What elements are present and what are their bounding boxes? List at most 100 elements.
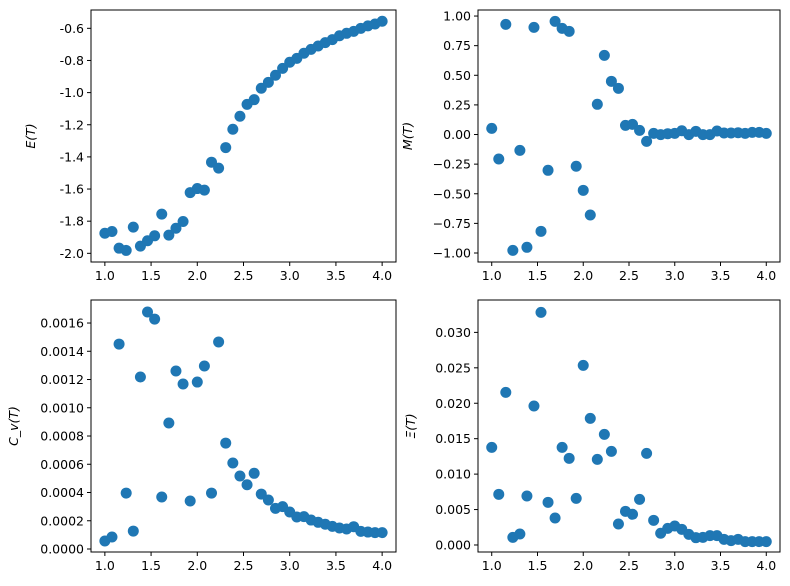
x-tick-label: 1.5 <box>141 558 161 573</box>
x-tick-label: 4.0 <box>372 558 392 573</box>
x-tick-label: 1.5 <box>528 268 548 283</box>
y-tick-label: 0.010 <box>435 467 471 482</box>
data-point <box>163 417 175 429</box>
x-tick-label: 3.5 <box>711 558 731 573</box>
data-point <box>634 124 646 136</box>
subplot-4: 1.0 1.5 2.0 2.5 3.0 3.5 4.0 0.000 0.005 0.010 0.01… <box>403 299 781 573</box>
y-tick-label: 0.0002 <box>40 513 84 528</box>
data-point <box>760 127 772 139</box>
y-tick-label: −0.25 <box>433 157 471 172</box>
data-point <box>577 184 589 196</box>
x-tick-label: 3.0 <box>280 268 300 283</box>
y-tick-label: −1.00 <box>433 245 471 260</box>
y-tick-label: 0.0012 <box>40 372 84 387</box>
data-point <box>612 82 624 94</box>
y-tick-label: -1.6 <box>60 182 84 197</box>
data-point <box>206 487 218 499</box>
y-tick-label: 1.00 <box>443 9 471 24</box>
data-point <box>376 15 388 27</box>
y-tick-label: 0.0010 <box>40 400 84 415</box>
x-tick-label: 2.0 <box>187 268 207 283</box>
x-tick-label: 2.5 <box>234 558 254 573</box>
axes-frame <box>90 299 397 553</box>
data-point <box>191 376 203 388</box>
x-tick-label: 1.5 <box>528 558 548 573</box>
data-point <box>177 378 189 390</box>
data-point <box>149 230 161 242</box>
data-point <box>248 94 260 106</box>
y-tick-label: -1.0 <box>60 85 84 100</box>
subplot-2: 1.0 1.5 2.0 2.5 3.0 3.5 4.0 −1.00 −0.75 −0.50 −0.2… <box>400 9 781 283</box>
x-tick-label: 1.5 <box>141 268 161 283</box>
y-tick-label: -0.8 <box>60 53 84 68</box>
data-point <box>549 512 561 524</box>
data-point <box>142 306 154 318</box>
data-point <box>514 144 526 156</box>
data-point <box>605 445 617 457</box>
data-point <box>542 164 554 176</box>
y-axis-label: Ξ(T) <box>403 413 418 438</box>
data-point <box>577 359 589 371</box>
data-point <box>184 495 196 507</box>
data-point <box>507 244 519 256</box>
data-point <box>177 216 189 227</box>
data-point <box>521 241 533 253</box>
y-tick-label: -2.0 <box>60 246 84 261</box>
data-point <box>106 531 118 543</box>
data-point <box>535 306 547 318</box>
y-tick-label: 0.0004 <box>40 485 84 500</box>
data-point <box>156 491 168 503</box>
x-tick-label: 1.0 <box>482 268 502 283</box>
data-point <box>170 365 182 377</box>
data-point <box>500 386 512 398</box>
y-axis-label: C_v(T) <box>6 406 21 446</box>
data-point <box>648 514 660 526</box>
subplot-1: 1.0 1.5 2.0 2.5 3.0 3.5 4.0 -2.0 -1.8 -1.6 -1.4 -1.… <box>23 9 397 283</box>
data-point <box>486 122 498 134</box>
data-point <box>598 49 610 61</box>
data-point <box>598 428 610 440</box>
y-tick-label: 0.0006 <box>40 457 84 472</box>
y-axis-label: E(T) <box>23 123 38 148</box>
data-point <box>563 25 575 37</box>
y-tick-label: -0.6 <box>60 21 84 36</box>
x-tick-label: 4.0 <box>756 268 776 283</box>
data-point <box>277 62 289 74</box>
data-point <box>570 492 582 504</box>
data-point <box>641 135 653 147</box>
data-point <box>163 229 175 241</box>
x-tick-label: 3.5 <box>326 268 346 283</box>
x-tick-label: 2.5 <box>619 268 639 283</box>
data-point <box>486 441 498 453</box>
data-point <box>149 313 161 325</box>
y-tick-label: −0.50 <box>433 186 471 201</box>
y-tick-label: 0.75 <box>443 38 471 53</box>
x-tick-label: 3.0 <box>665 268 685 283</box>
data-point <box>120 487 132 499</box>
data-point <box>241 479 253 491</box>
data-point <box>220 142 232 154</box>
data-point <box>113 338 125 350</box>
data-point <box>234 470 246 482</box>
data-point <box>248 467 260 479</box>
data-point <box>227 123 239 135</box>
data-point <box>120 244 132 256</box>
y-tick-label: 0.015 <box>435 431 471 446</box>
subplot-3: 1.0 1.5 2.0 2.5 3.0 3.5 4.0 0.0000 0.0002 0.0004 0… <box>6 299 397 573</box>
data-point <box>591 453 603 465</box>
y-tick-label: -1.8 <box>60 214 84 229</box>
data-point <box>156 208 168 220</box>
x-tick-label: 4.0 <box>372 268 392 283</box>
y-tick-label: −0.75 <box>433 216 471 231</box>
y-tick-label: 0.50 <box>443 68 471 83</box>
data-point <box>627 508 639 520</box>
y-tick-label: -1.4 <box>60 149 84 164</box>
data-point <box>493 488 505 500</box>
data-point <box>376 527 388 539</box>
data-point <box>528 400 540 412</box>
data-point <box>570 160 582 172</box>
y-tick-label: 0.25 <box>443 97 471 112</box>
y-tick-label: 0.020 <box>435 396 471 411</box>
data-point <box>213 336 225 348</box>
x-tick-label: 2.0 <box>187 558 207 573</box>
